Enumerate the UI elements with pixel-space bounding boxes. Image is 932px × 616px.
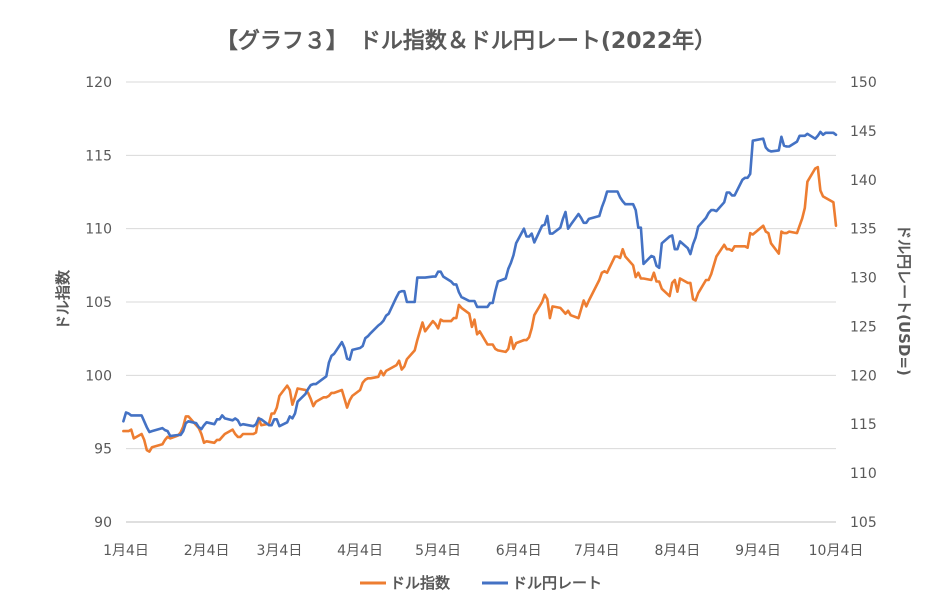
x-tick-label: 8月4日 (654, 543, 700, 559)
y-right-axis-label: ドル円レート(USD=) (895, 224, 913, 376)
y-right-tick-label: 110 (850, 466, 877, 482)
x-tick-labels: 1月4日 2月4日 3月4日 4月4日 5月4日 6月4日 7月4日 8月4日 9月4日 10月4… (103, 543, 863, 559)
x-tick-label: 3月4日 (257, 543, 303, 559)
y-left-tick-label: 115 (85, 148, 112, 164)
y-right-tick-label: 150 (850, 75, 877, 91)
y-left-tick-label: 95 (94, 442, 112, 458)
y-left-tick-label: 105 (85, 295, 112, 311)
y-left-tick-label: 90 (94, 515, 112, 531)
y-right-tick-label: 130 (850, 271, 877, 287)
chart-title: 【グラフ３】 ドル指数＆ドル円レート(2022年） (216, 28, 716, 54)
x-tick-label: 7月4日 (574, 543, 620, 559)
y-right-tick-label: 115 (850, 417, 877, 433)
y-right-tick-label: 105 (850, 515, 877, 531)
y-right-tick-label: 120 (850, 368, 877, 384)
y-right-tick-label: 125 (850, 319, 877, 335)
y-right-tick-label: 145 (850, 124, 877, 140)
y-right-tick-label: 140 (850, 173, 877, 189)
y-right-tick-label: 135 (850, 222, 877, 238)
x-tick-label: 9月4日 (735, 543, 781, 559)
x-tick-label: 5月4日 (415, 543, 461, 559)
series-layer (122, 130, 838, 453)
usdjpy-rate-line (122, 130, 838, 438)
y-left-tick-label: 110 (85, 222, 112, 238)
y-right-tick-labels: 105 110 115 120 125 130 135 140 145 150 (850, 75, 877, 531)
y-left-axis-label: ドル指数 (54, 269, 72, 330)
dollar-index-line (122, 165, 838, 453)
legend: ドル指数 ドル円レート (360, 574, 602, 592)
x-tick-label: 1月4日 (103, 543, 149, 559)
x-tick-label: 2月4日 (184, 543, 230, 559)
y-left-tick-label: 120 (85, 75, 112, 91)
x-tick-label: 10月4日 (809, 543, 864, 559)
x-tick-label: 4月4日 (337, 543, 383, 559)
y-left-tick-labels: 90 95 100 105 110 115 120 (85, 75, 112, 531)
x-tick-label: 6月4日 (496, 543, 542, 559)
gridlines (126, 81, 836, 523)
legend-label: ドル指数 (390, 574, 451, 592)
legend-label: ドル円レート (512, 574, 602, 592)
y-left-tick-label: 100 (85, 368, 112, 384)
